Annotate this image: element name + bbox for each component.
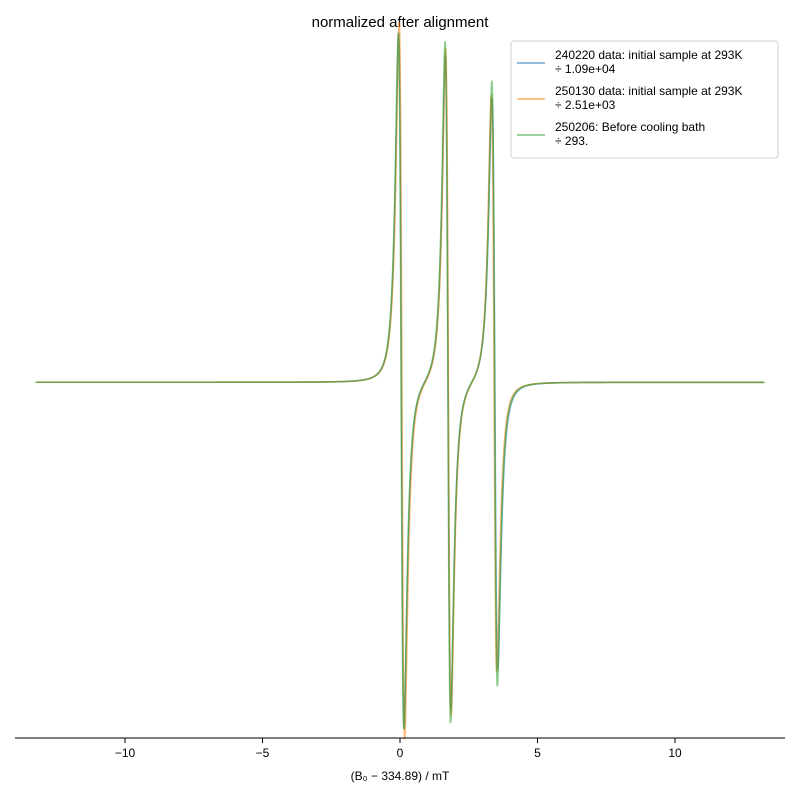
x-axis-label: (B₀ − 334.89) / mT <box>351 769 450 783</box>
legend-label: 240220 data: initial sample at 293K <box>555 48 742 62</box>
legend-frame <box>510 40 779 159</box>
series-line-3 <box>35 32 765 730</box>
x-tick-label: −5 <box>256 746 270 760</box>
chart-title: normalized after alignment <box>312 14 490 31</box>
x-tick-label: 10 <box>668 746 682 760</box>
legend-label: 250206: Before cooling bath <box>555 120 705 134</box>
legend-label: ÷ 293. <box>555 134 588 148</box>
legend-entry: 250206: Before cooling bath÷ 293. <box>517 120 705 148</box>
series-layer <box>35 22 765 740</box>
legend: 240220 data: initial sample at 293K÷ 1.0… <box>510 40 779 159</box>
x-tick-label: 5 <box>534 746 541 760</box>
legend-label: 250130 data: initial sample at 293K <box>555 84 742 98</box>
legend-label: ÷ 2.51e+03 <box>555 98 616 112</box>
legend-entry: 240220 data: initial sample at 293K÷ 1.0… <box>517 48 742 76</box>
legend-label: ÷ 1.09e+04 <box>555 62 616 76</box>
legend-entry: 250130 data: initial sample at 293K÷ 2.5… <box>517 84 742 112</box>
x-tick-label: 0 <box>397 746 404 760</box>
x-axis: −10 −5 0 5 10 <box>15 737 785 760</box>
x-tick-label: −10 <box>115 746 136 760</box>
